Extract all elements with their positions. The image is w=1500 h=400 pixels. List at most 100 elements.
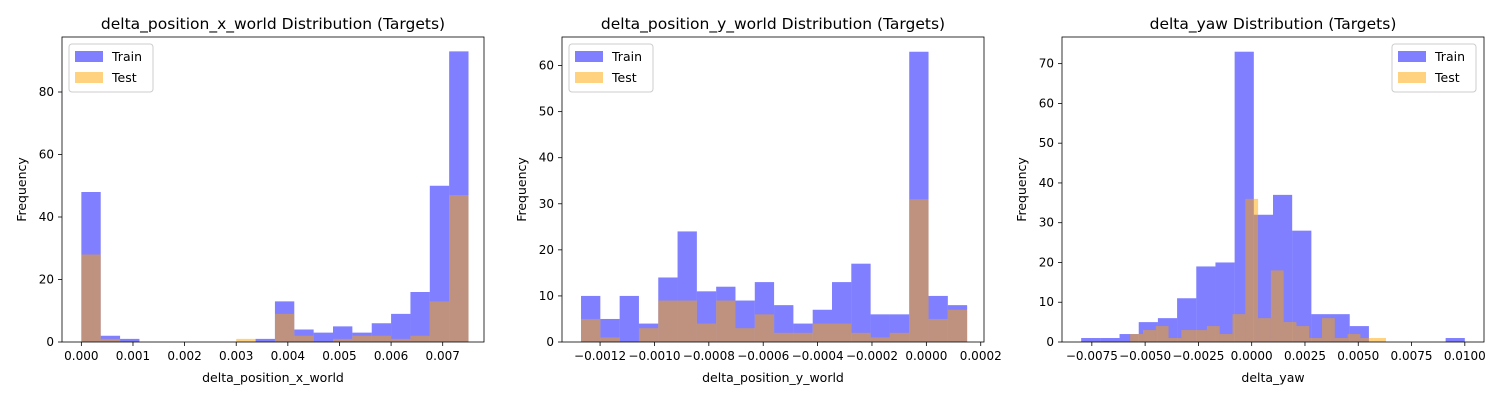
x-tick-label: −0.0002 bbox=[846, 349, 898, 363]
x-tick-label: 0.0075 bbox=[1391, 349, 1433, 363]
histogram-bar bbox=[1232, 314, 1246, 342]
histogram-bar bbox=[889, 332, 910, 342]
histogram-bar bbox=[619, 295, 639, 342]
y-tick-label: 20 bbox=[1039, 255, 1054, 269]
histogram-bar bbox=[236, 338, 256, 342]
histogram-bar bbox=[928, 318, 948, 342]
x-axis-label: delta_position_y_world bbox=[702, 370, 844, 385]
histogram-bar bbox=[677, 300, 697, 342]
histogram-bar bbox=[909, 199, 929, 342]
y-tick-label: 50 bbox=[539, 105, 554, 119]
histogram-bar bbox=[581, 318, 601, 342]
series-test bbox=[581, 199, 968, 342]
x-tick-label: 0.0000 bbox=[1231, 349, 1273, 363]
x-tick-label: 0.0050 bbox=[1337, 349, 1379, 363]
histogram-bar bbox=[1245, 198, 1259, 342]
x-tick-label: 0.002 bbox=[167, 349, 201, 363]
x-tick-label: −0.0012 bbox=[574, 349, 626, 363]
histogram-bar bbox=[100, 338, 121, 342]
x-tick-label: −0.0004 bbox=[792, 349, 844, 363]
legend-swatch-train bbox=[1398, 51, 1426, 62]
x-tick-label: −0.0006 bbox=[737, 349, 789, 363]
chart-panel-2: −0.0012 −0.0010 −0.0008 −0.0006 −0.0004 −0.00… bbox=[514, 15, 1002, 385]
chart-panels: 0.000 0.001 0.002 0.003 0.004 0.005 0.006 0.007… bbox=[14, 15, 1486, 385]
histogram-bar bbox=[1270, 270, 1284, 342]
series-test bbox=[81, 195, 469, 342]
y-tick-label: 50 bbox=[1039, 136, 1054, 150]
legend: Train Test bbox=[1391, 43, 1477, 93]
histogram-bar bbox=[1181, 330, 1195, 342]
histogram-bar bbox=[81, 254, 101, 342]
x-tick-label: 0.006 bbox=[374, 349, 408, 363]
histogram-bar bbox=[391, 338, 411, 342]
series-train bbox=[81, 51, 469, 342]
y-tick-label: 70 bbox=[1039, 57, 1054, 71]
legend-swatch-train bbox=[575, 51, 603, 62]
x-tick-label: 0.0025 bbox=[1284, 349, 1326, 363]
x-tick-label: 0.007 bbox=[426, 349, 460, 363]
histogram-bar bbox=[600, 318, 620, 342]
histogram-bar bbox=[1322, 318, 1335, 342]
histogram-bar bbox=[851, 263, 871, 342]
histogram-bar bbox=[1168, 338, 1182, 342]
chart-panel-1: 0.000 0.001 0.002 0.003 0.004 0.005 0.006 0.007… bbox=[14, 15, 485, 385]
histogram-bar bbox=[870, 314, 890, 342]
histogram-bar bbox=[1445, 338, 1465, 342]
y-tick-label: 60 bbox=[1039, 96, 1054, 110]
histogram-bar bbox=[1219, 334, 1233, 342]
y-tick-label: 10 bbox=[1039, 295, 1054, 309]
histogram-bar bbox=[1334, 338, 1348, 342]
histogram-bar bbox=[352, 335, 372, 342]
legend-label-train: Train bbox=[611, 49, 642, 64]
histogram-bar bbox=[638, 328, 659, 342]
x-tick-label: 0.0000 bbox=[905, 349, 947, 363]
y-tick-label: 60 bbox=[39, 148, 54, 162]
x-tick-label: 0.001 bbox=[116, 349, 150, 363]
chart-title: delta_position_y_world Distribution (Tar… bbox=[601, 15, 945, 34]
histogram-bar bbox=[947, 309, 968, 342]
histogram-bar bbox=[1130, 334, 1143, 342]
histogram-bar bbox=[1373, 338, 1386, 342]
histogram-bar bbox=[1258, 318, 1271, 342]
histogram-bar bbox=[1215, 262, 1235, 342]
histogram-bar bbox=[1196, 266, 1216, 342]
histogram-bar bbox=[1347, 334, 1361, 342]
histogram-bar bbox=[294, 335, 314, 342]
x-tick-label: −0.0075 bbox=[1066, 349, 1118, 363]
x-tick-label: 0.000 bbox=[64, 349, 98, 363]
y-tick-label: 30 bbox=[1039, 216, 1054, 230]
histogram-bar bbox=[774, 332, 794, 342]
x-tick-label: 0.0002 bbox=[960, 349, 1002, 363]
x-tick-label: 0.0100 bbox=[1444, 349, 1486, 363]
histogram-bar bbox=[851, 332, 871, 342]
histogram-bar bbox=[754, 314, 775, 342]
histogram-bar bbox=[1155, 326, 1169, 342]
y-tick-label: 40 bbox=[1039, 176, 1054, 190]
x-tick-label: −0.0050 bbox=[1119, 349, 1171, 363]
histogram-bar bbox=[274, 313, 295, 342]
x-tick-label: −0.0010 bbox=[628, 349, 680, 363]
histogram-bar bbox=[313, 332, 334, 342]
histogram-bar bbox=[870, 337, 890, 342]
x-tick-label: 0.003 bbox=[219, 349, 253, 363]
y-tick-label: 40 bbox=[539, 151, 554, 165]
histogram-bar bbox=[832, 323, 852, 342]
axes-frame bbox=[561, 36, 985, 343]
legend-label-test: Test bbox=[1434, 70, 1460, 85]
histogram-bar bbox=[600, 337, 620, 342]
y-axis-label: Frequency bbox=[14, 157, 29, 222]
histogram-bar bbox=[1309, 338, 1323, 342]
axes-frame bbox=[1061, 36, 1485, 343]
y-tick-label: 10 bbox=[539, 289, 554, 303]
histogram-bar bbox=[120, 338, 140, 342]
x-tick-label: 0.004 bbox=[271, 349, 305, 363]
legend-swatch-train bbox=[75, 51, 103, 62]
histogram-bar bbox=[1283, 322, 1297, 342]
histogram-bar bbox=[735, 328, 755, 342]
x-tick-label: −0.0025 bbox=[1172, 349, 1224, 363]
histogram-bar bbox=[255, 338, 275, 342]
histogram-bar bbox=[696, 323, 717, 342]
histogram-bar bbox=[1330, 314, 1350, 342]
x-tick-label: −0.0008 bbox=[683, 349, 735, 363]
